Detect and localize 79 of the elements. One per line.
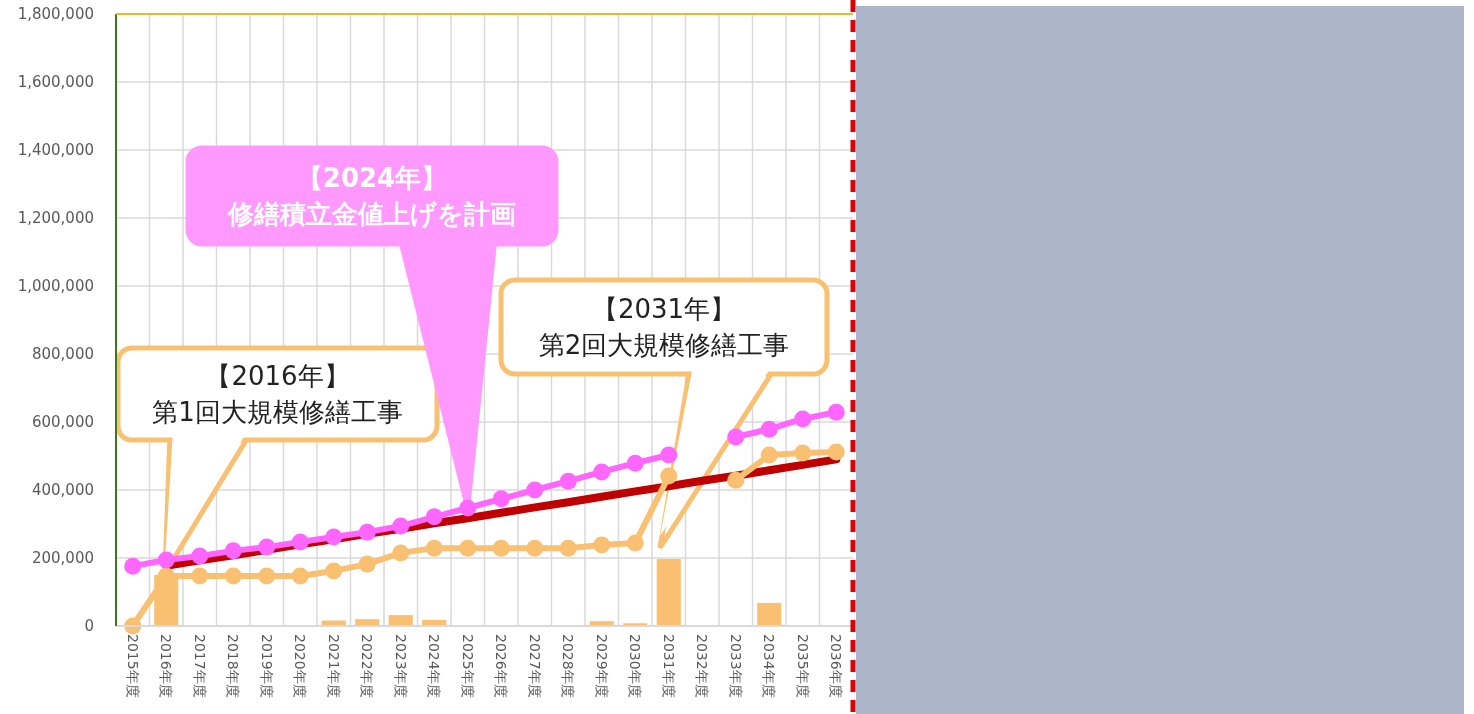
point bbox=[425, 539, 443, 557]
point bbox=[727, 471, 745, 489]
bar bbox=[757, 602, 782, 626]
point bbox=[660, 446, 678, 464]
point bbox=[492, 539, 510, 557]
point bbox=[727, 428, 745, 446]
x-tick-label: 2027年度 bbox=[526, 634, 543, 698]
point bbox=[258, 538, 276, 556]
x-tick-label: 2018年度 bbox=[225, 634, 242, 698]
x-tick-label: 2015年度 bbox=[124, 634, 141, 698]
annotation: 【2031年】第2回大規模修繕工事 bbox=[538, 294, 790, 360]
y-tick-label: 200,000 bbox=[31, 549, 94, 567]
point bbox=[358, 555, 376, 573]
point bbox=[291, 533, 309, 551]
y-tick-label: 600,000 bbox=[31, 413, 94, 431]
point bbox=[559, 472, 577, 490]
point bbox=[760, 420, 778, 438]
point bbox=[593, 536, 611, 554]
point bbox=[827, 443, 845, 461]
point bbox=[392, 544, 410, 562]
point bbox=[626, 534, 644, 552]
point bbox=[124, 557, 142, 575]
point bbox=[191, 567, 209, 585]
x-tick-label: 2036年度 bbox=[828, 634, 845, 698]
x-tick-label: 2019年度 bbox=[258, 634, 275, 698]
point bbox=[459, 539, 477, 557]
y-tick-label: 1,800,000 bbox=[17, 5, 94, 23]
x-tick-label: 2025年度 bbox=[459, 634, 476, 698]
annotation: 【2016年】第1回大規模修繕工事 bbox=[152, 361, 403, 427]
y-tick-label: 1,000,000 bbox=[17, 277, 94, 295]
point bbox=[526, 481, 544, 499]
point bbox=[660, 467, 678, 485]
point bbox=[358, 523, 376, 541]
annotation: 【2031年】第2回大規模修繕工事 bbox=[498, 277, 830, 551]
x-tick-label: 2026年度 bbox=[493, 634, 510, 698]
bar bbox=[656, 559, 681, 626]
x-tick-label: 2016年度 bbox=[158, 634, 175, 698]
x-tick-label: 2017年度 bbox=[191, 634, 208, 698]
x-tick-label: 2020年度 bbox=[292, 634, 309, 698]
y-tick-label: 1,600,000 bbox=[17, 73, 94, 91]
x-tick-label: 2031年度 bbox=[660, 634, 677, 698]
point bbox=[559, 539, 577, 557]
point bbox=[593, 463, 611, 481]
x-tick-label: 2032年度 bbox=[694, 634, 711, 698]
x-tick-label: 2029年度 bbox=[593, 634, 610, 698]
point bbox=[325, 562, 343, 580]
point bbox=[760, 446, 778, 464]
point bbox=[224, 567, 242, 585]
y-tick-label: 400,000 bbox=[31, 481, 94, 499]
x-tick-label: 2024年度 bbox=[426, 634, 443, 698]
point bbox=[794, 444, 812, 462]
point bbox=[425, 508, 443, 526]
point bbox=[459, 499, 477, 517]
point bbox=[492, 490, 510, 508]
x-tick-label: 2035年度 bbox=[794, 634, 811, 698]
point bbox=[392, 517, 410, 535]
point bbox=[224, 542, 242, 560]
annotation: 【2024年】修繕積立金値上げを計画 bbox=[227, 163, 516, 229]
y-tick-label: 0 bbox=[84, 617, 94, 635]
y-tick-label: 800,000 bbox=[31, 345, 94, 363]
x-tick-label: 2033年度 bbox=[727, 634, 744, 698]
x-tick-label: 2023年度 bbox=[392, 634, 409, 698]
point bbox=[626, 454, 644, 472]
point bbox=[157, 551, 175, 569]
point bbox=[325, 528, 343, 546]
x-tick-label: 2030年度 bbox=[627, 634, 644, 698]
y-tick-label: 1,200,000 bbox=[17, 209, 94, 227]
point bbox=[258, 567, 276, 585]
point bbox=[526, 539, 544, 557]
x-tick-label: 2022年度 bbox=[359, 634, 376, 698]
point bbox=[191, 547, 209, 565]
x-tick-label: 2028年度 bbox=[560, 634, 577, 698]
bar bbox=[388, 615, 413, 626]
y-tick-label: 1,400,000 bbox=[17, 141, 94, 159]
point bbox=[827, 403, 845, 421]
x-tick-label: 2021年度 bbox=[325, 634, 342, 698]
point bbox=[291, 567, 309, 585]
point bbox=[794, 410, 812, 428]
x-tick-label: 2034年度 bbox=[761, 634, 778, 698]
